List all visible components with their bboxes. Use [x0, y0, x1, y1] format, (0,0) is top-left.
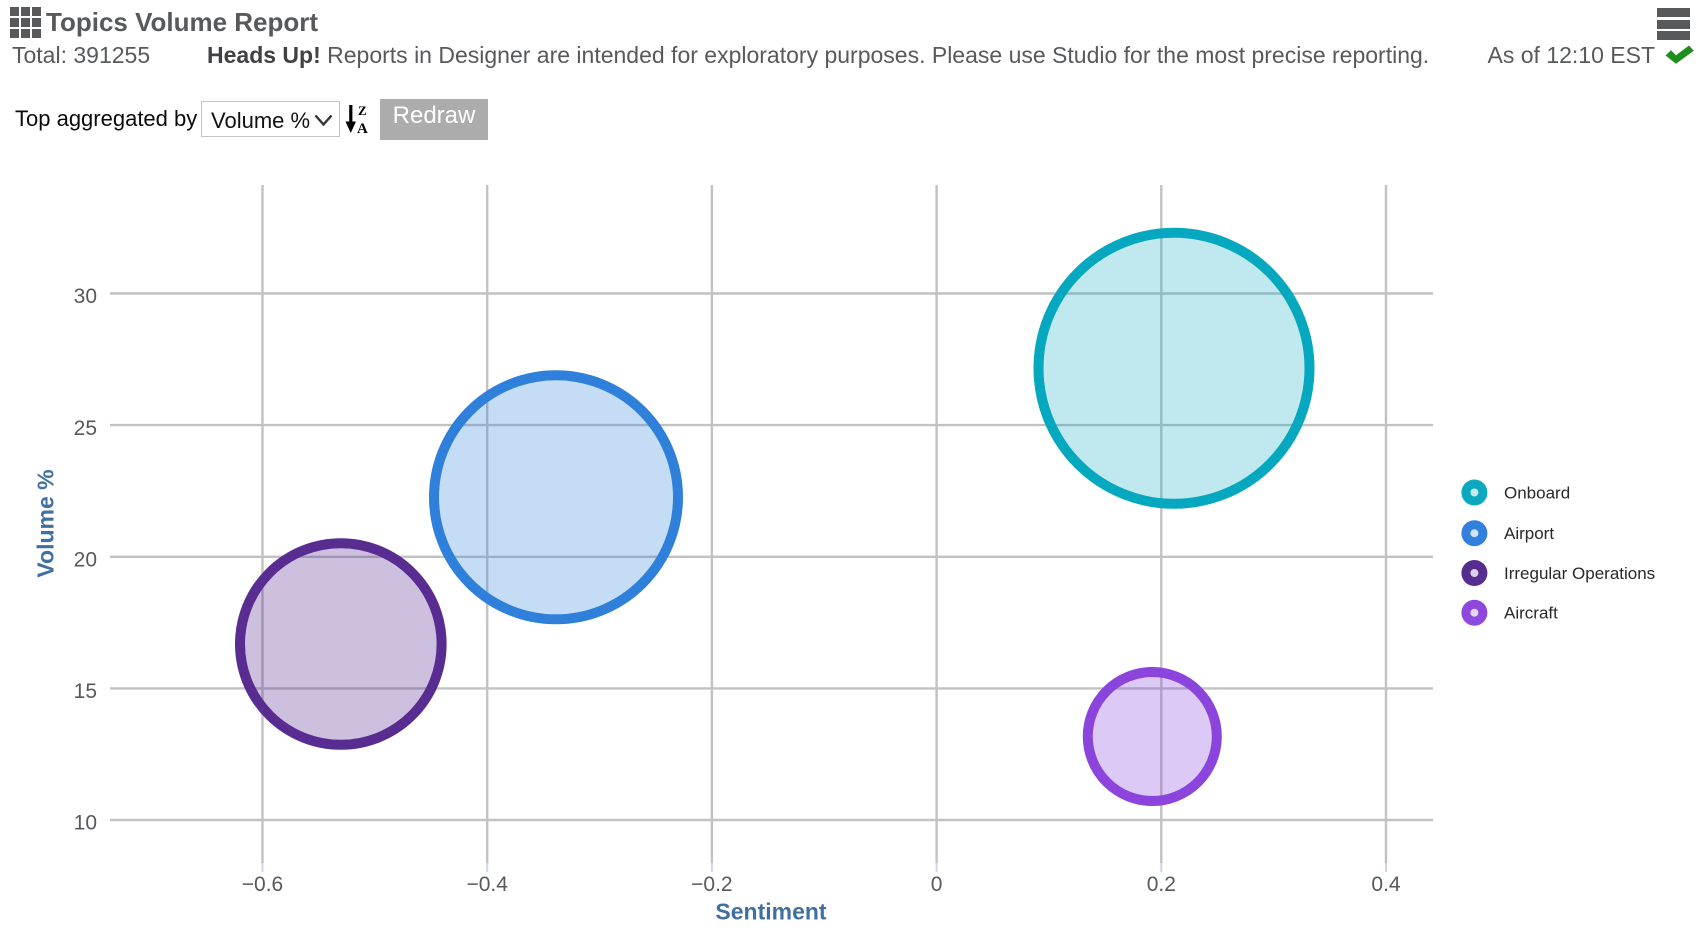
svg-text:25: 25 [74, 417, 97, 440]
svg-text:Sentiment: Sentiment [715, 899, 827, 925]
svg-text:15: 15 [74, 680, 97, 703]
svg-text:−0.4: −0.4 [466, 873, 508, 896]
svg-text:30: 30 [74, 285, 97, 308]
svg-text:−0.2: −0.2 [691, 873, 732, 896]
svg-text:Onboard: Onboard [1504, 484, 1570, 503]
svg-text:20: 20 [74, 549, 97, 572]
svg-text:A: A [357, 121, 368, 135]
svg-text:Z: Z [358, 103, 367, 118]
svg-text:Airport: Airport [1504, 524, 1554, 543]
svg-text:Volume %: Volume % [33, 469, 59, 577]
svg-text:0.2: 0.2 [1147, 873, 1176, 896]
svg-text:0: 0 [931, 873, 943, 896]
svg-text:10: 10 [74, 812, 97, 835]
svg-text:Aircraft: Aircraft [1504, 604, 1558, 623]
svg-text:0.4: 0.4 [1371, 873, 1401, 896]
svg-text:Irregular Operations: Irregular Operations [1504, 564, 1655, 583]
svg-text:−0.6: −0.6 [242, 873, 283, 896]
